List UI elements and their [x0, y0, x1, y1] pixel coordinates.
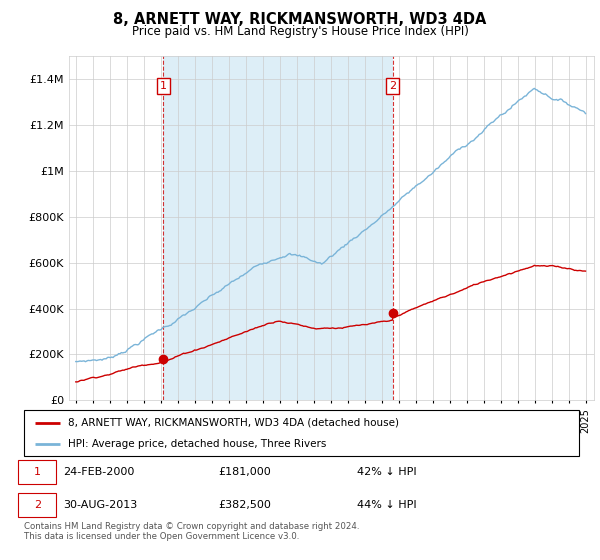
Text: 8, ARNETT WAY, RICKMANSWORTH, WD3 4DA: 8, ARNETT WAY, RICKMANSWORTH, WD3 4DA: [113, 12, 487, 27]
Text: 30-AUG-2013: 30-AUG-2013: [63, 500, 137, 510]
Text: HPI: Average price, detached house, Three Rivers: HPI: Average price, detached house, Thre…: [68, 439, 327, 449]
Text: 42% ↓ HPI: 42% ↓ HPI: [357, 467, 416, 477]
Text: 44% ↓ HPI: 44% ↓ HPI: [357, 500, 416, 510]
Text: 2: 2: [389, 81, 397, 91]
FancyBboxPatch shape: [24, 410, 579, 456]
Text: £181,000: £181,000: [218, 467, 271, 477]
Text: 8, ARNETT WAY, RICKMANSWORTH, WD3 4DA (detached house): 8, ARNETT WAY, RICKMANSWORTH, WD3 4DA (d…: [68, 418, 400, 428]
Text: Price paid vs. HM Land Registry's House Price Index (HPI): Price paid vs. HM Land Registry's House …: [131, 25, 469, 38]
Text: 2: 2: [34, 500, 41, 510]
FancyBboxPatch shape: [19, 493, 56, 517]
Text: 1: 1: [160, 81, 167, 91]
FancyBboxPatch shape: [19, 460, 56, 484]
Bar: [163, 56, 393, 400]
Text: Contains HM Land Registry data © Crown copyright and database right 2024.
This d: Contains HM Land Registry data © Crown c…: [24, 522, 359, 542]
Text: 1: 1: [34, 467, 41, 477]
Text: 24-FEB-2000: 24-FEB-2000: [63, 467, 134, 477]
Text: £382,500: £382,500: [218, 500, 271, 510]
